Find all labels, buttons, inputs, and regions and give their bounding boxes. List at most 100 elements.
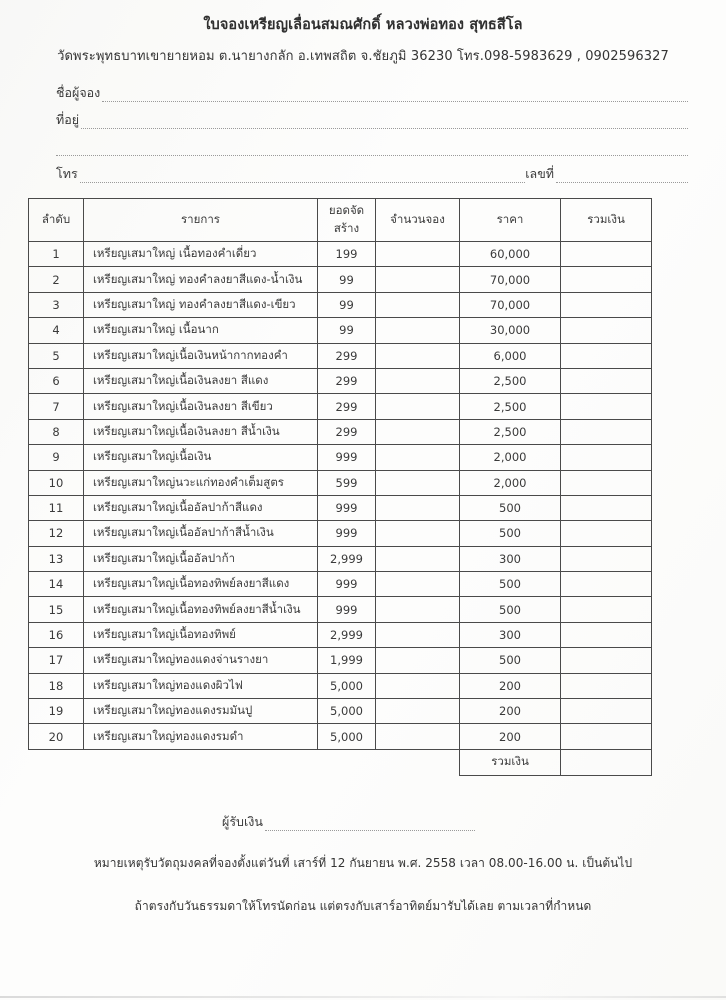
cell-no: 9 (28, 444, 84, 471)
cell-qty[interactable] (375, 291, 460, 319)
field-row-address-2 (56, 130, 688, 157)
table-row: 4 เหรียญเสมาใหญ่ เนื้อนาก 99 30,000 (28, 317, 652, 344)
cell-qty[interactable] (375, 418, 460, 446)
cell-made: 999 (317, 494, 376, 522)
cell-qty[interactable] (375, 647, 460, 674)
cell-sum[interactable] (560, 240, 652, 268)
cell-price: 30,000 (459, 317, 561, 344)
cell-made: 99 (317, 291, 376, 319)
cell-qty[interactable] (375, 621, 460, 649)
cell-qty[interactable] (375, 672, 460, 700)
cell-qty[interactable] (375, 596, 460, 623)
cell-sum[interactable] (560, 469, 652, 496)
cell-sum[interactable] (560, 596, 652, 623)
cell-qty[interactable] (375, 545, 460, 573)
cell-made: 599 (317, 469, 376, 496)
cell-no: 11 (28, 494, 84, 522)
address-input-line2[interactable] (56, 144, 688, 156)
cell-sum[interactable] (560, 672, 652, 700)
order-table-wrap: ลำดับ รายการ ยอดจัดสร้าง จำนวนจอง ราคา ร… (0, 198, 726, 776)
table-row: 8 เหรียญเสมาใหญ่เนื้อเงินลงยา สีน้ำเงิน 29… (28, 418, 652, 446)
cell-item: เหรียญเสมาใหญ่เนื้ออัลปาก้าสีน้ำเงิน (83, 520, 318, 547)
cell-no: 13 (28, 545, 84, 573)
cell-price: 200 (459, 698, 561, 725)
cell-sum[interactable] (560, 317, 652, 344)
cell-qty[interactable] (375, 571, 460, 598)
cell-qty[interactable] (375, 444, 460, 471)
cell-sum[interactable] (560, 418, 652, 446)
cell-no: 10 (28, 469, 84, 496)
total-row: รวมเงิน (29, 748, 652, 776)
cell-sum[interactable] (560, 520, 652, 547)
cell-sum[interactable] (560, 342, 652, 369)
cell-sum[interactable] (560, 291, 652, 319)
cell-qty[interactable] (375, 698, 460, 725)
cell-item: เหรียญเสมาใหญ่เนื้อทองทิพย์ลงยาสีน้ำเงิน (83, 596, 318, 623)
cell-made: 299 (317, 393, 376, 420)
cell-item: เหรียญเสมาใหญ่ เนื้อทองคำเดี่ยว (83, 240, 318, 268)
cell-item: เหรียญเสมาใหญ่ทองแดงผิวไฟ (83, 672, 318, 700)
cell-no: 19 (28, 698, 84, 725)
cell-made: 999 (317, 596, 376, 623)
cell-qty[interactable] (375, 494, 460, 522)
table-row: 5 เหรียญเสมาใหญ่เนื้อเงินหน้ากากทองคำ 299 6… (28, 342, 652, 369)
cell-price: 2,000 (459, 469, 561, 496)
cell-price: 300 (459, 621, 561, 649)
receiver-line: ผู้รับเงิน (0, 812, 726, 832)
number-input[interactable] (556, 171, 688, 183)
number-label: เลขที่ (525, 166, 554, 181)
field-row-name: ชื่อผู้จอง (56, 76, 688, 103)
cell-made: 5,000 (317, 723, 376, 750)
cell-no: 4 (28, 317, 84, 344)
cell-sum[interactable] (560, 444, 652, 471)
cell-price: 2,500 (459, 393, 561, 420)
cell-item: เหรียญเสมาใหญ่เนื้อเงินลงยา สีน้ำเงิน (83, 418, 318, 446)
cell-sum[interactable] (560, 494, 652, 522)
cell-qty[interactable] (375, 520, 460, 547)
header-no: ลำดับ (28, 198, 84, 242)
cell-sum[interactable] (560, 621, 652, 649)
cell-price: 300 (459, 545, 561, 573)
cell-no: 12 (28, 520, 84, 547)
address-input[interactable] (81, 117, 688, 129)
cell-price: 200 (459, 723, 561, 750)
cell-sum[interactable] (560, 367, 652, 395)
cell-item: เหรียญเสมาใหญ่เนื้ออัลปาก้าสีแดง (83, 494, 318, 522)
phone-label: โทร (56, 166, 78, 181)
header-item: รายการ (83, 198, 318, 242)
table-row: 18 เหรียญเสมาใหญ่ทองแดงผิวไฟ 5,000 200 (28, 672, 652, 700)
cell-qty[interactable] (375, 723, 460, 750)
cell-sum[interactable] (560, 266, 652, 293)
note-line-1: หมายเหตุรับวัตถุมงคลที่จองตั้งแต่วันที่ … (93, 855, 633, 870)
cell-sum[interactable] (560, 545, 652, 573)
cell-sum[interactable] (560, 723, 652, 750)
field-row-address: ที่อยู่ (56, 103, 688, 130)
cell-sum[interactable] (560, 647, 652, 674)
name-input[interactable] (102, 90, 688, 102)
cell-no: 18 (28, 672, 84, 700)
cell-price: 2,000 (459, 444, 561, 471)
table-row: 10 เหรียญเสมาใหญ่นวะแก่ทองคำเต็มสูตร 599 2,… (28, 469, 652, 496)
cell-qty[interactable] (375, 342, 460, 369)
receiver-input[interactable] (264, 819, 475, 831)
total-value[interactable] (560, 748, 652, 776)
cell-price: 500 (459, 571, 561, 598)
cell-qty[interactable] (375, 266, 460, 293)
cell-qty[interactable] (375, 393, 460, 420)
cell-made: 2,999 (317, 545, 376, 573)
cell-qty[interactable] (375, 469, 460, 496)
cell-item: เหรียญเสมาใหญ่นวะแก่ทองคำเต็มสูตร (83, 469, 318, 496)
cell-qty[interactable] (375, 317, 460, 344)
cell-made: 2,999 (317, 621, 376, 649)
cell-qty[interactable] (375, 367, 460, 395)
cell-sum[interactable] (560, 571, 652, 598)
phone-input[interactable] (79, 171, 526, 183)
cell-sum[interactable] (560, 698, 652, 725)
total-spacer-qty (376, 749, 460, 775)
cell-sum[interactable] (560, 393, 652, 420)
cell-qty[interactable] (375, 240, 460, 268)
cell-made: 999 (317, 520, 376, 547)
cell-no: 14 (28, 571, 84, 598)
cell-item: เหรียญเสมาใหญ่เนื้อเงินหน้ากากทองคำ (83, 342, 318, 369)
field-row-phone: โทร เลขที่ (56, 157, 688, 184)
